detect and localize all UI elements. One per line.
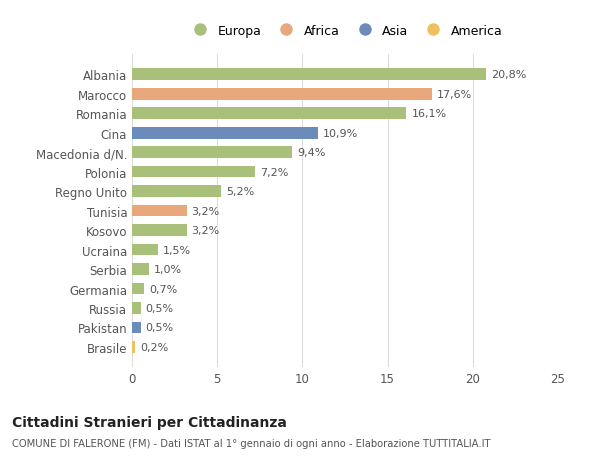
Bar xyxy=(132,244,158,256)
Text: 0,2%: 0,2% xyxy=(140,342,169,352)
Text: 0,5%: 0,5% xyxy=(146,323,174,333)
Bar xyxy=(132,89,432,101)
Bar xyxy=(132,128,318,139)
Text: 20,8%: 20,8% xyxy=(491,70,527,80)
Text: COMUNE DI FALERONE (FM) - Dati ISTAT al 1° gennaio di ogni anno - Elaborazione T: COMUNE DI FALERONE (FM) - Dati ISTAT al … xyxy=(12,438,491,448)
Text: 3,2%: 3,2% xyxy=(191,206,220,216)
Bar xyxy=(132,186,221,197)
Bar xyxy=(132,263,149,275)
Text: 0,5%: 0,5% xyxy=(146,303,174,313)
Bar xyxy=(132,341,136,353)
Bar xyxy=(132,225,187,236)
Bar xyxy=(132,302,140,314)
Bar xyxy=(132,167,254,178)
Text: 3,2%: 3,2% xyxy=(191,225,220,235)
Text: 16,1%: 16,1% xyxy=(412,109,446,119)
Text: 1,5%: 1,5% xyxy=(163,245,191,255)
Legend: Europa, Africa, Asia, America: Europa, Africa, Asia, America xyxy=(184,21,506,41)
Bar xyxy=(132,205,187,217)
Bar xyxy=(132,108,406,120)
Text: 5,2%: 5,2% xyxy=(226,187,254,197)
Text: 9,4%: 9,4% xyxy=(297,148,326,158)
Text: 10,9%: 10,9% xyxy=(323,129,358,139)
Bar xyxy=(132,283,144,295)
Bar xyxy=(132,69,487,81)
Text: 7,2%: 7,2% xyxy=(260,167,288,177)
Bar xyxy=(132,322,140,334)
Text: 0,7%: 0,7% xyxy=(149,284,177,294)
Bar xyxy=(132,147,292,159)
Text: 17,6%: 17,6% xyxy=(437,90,472,100)
Text: Cittadini Stranieri per Cittadinanza: Cittadini Stranieri per Cittadinanza xyxy=(12,415,287,429)
Text: 1,0%: 1,0% xyxy=(154,264,182,274)
